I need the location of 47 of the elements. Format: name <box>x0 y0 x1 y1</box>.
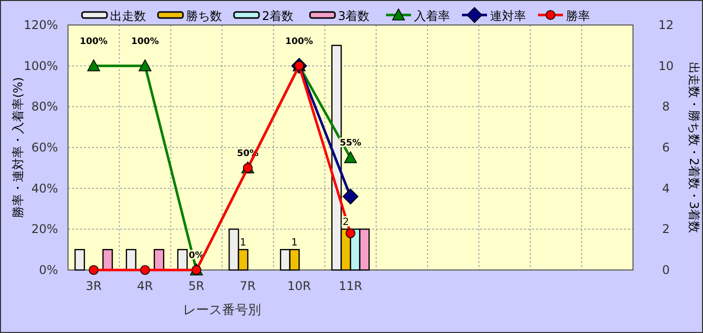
bar <box>154 248 164 271</box>
legend-label: 勝率 <box>566 9 590 23</box>
bar <box>177 248 188 271</box>
y-axis-title: 勝率・連対率・入着率(%) <box>11 77 25 218</box>
y2-tick-label: 0 <box>662 263 670 277</box>
data-label: 100% <box>131 36 159 47</box>
data-label: 1 <box>240 238 246 249</box>
x-tick-label: 10R <box>287 279 311 293</box>
legend-label: 勝ち数 <box>186 9 222 23</box>
legend-label: 2着数 <box>262 9 294 23</box>
y2-tick-label: 6 <box>662 140 670 154</box>
data-label: 100% <box>285 36 314 47</box>
x-tick-label: 7R <box>240 279 256 293</box>
x-tick-label: 5R <box>188 279 204 293</box>
x-axis-title: レース番号別 <box>183 303 262 318</box>
y-tick-label: 120% <box>24 18 58 32</box>
legend-label: 連対率 <box>490 9 526 23</box>
y-tick-label: 100% <box>24 58 58 73</box>
y2-axis-title: 出走数・勝ち数・2着数・3着数 <box>687 62 701 234</box>
point <box>346 228 356 238</box>
y2-tick-label: 10 <box>658 58 674 73</box>
point <box>140 265 150 275</box>
legend-label: 3着数 <box>338 9 370 23</box>
x-tick-label: 4R <box>137 279 154 293</box>
y-tick-label: 0% <box>38 263 58 277</box>
y2-tick-label: 8 <box>662 100 670 114</box>
bar <box>126 248 136 271</box>
data-label: 100% <box>80 36 108 47</box>
point <box>88 265 99 275</box>
y2-tick-label: 12 <box>658 18 674 32</box>
y-tick-label: 80% <box>31 100 58 114</box>
legend-label: 入着率 <box>414 9 450 23</box>
bar <box>102 248 113 271</box>
point <box>138 59 152 72</box>
point <box>342 188 358 204</box>
y-tick-label: 40% <box>31 181 58 196</box>
data-label: 1 <box>291 238 298 249</box>
x-tick-label: 3R <box>86 279 102 293</box>
point <box>344 151 357 164</box>
legend-label: 出走数 <box>110 9 146 23</box>
point <box>87 59 100 72</box>
bar <box>74 248 85 271</box>
y-tick-label: 60% <box>31 140 58 154</box>
y2-tick-label: 4 <box>662 181 670 196</box>
y2-tick-label: 2 <box>662 222 670 236</box>
y-tick-label: 20% <box>31 222 58 236</box>
x-tick-label: 11R <box>338 279 362 293</box>
